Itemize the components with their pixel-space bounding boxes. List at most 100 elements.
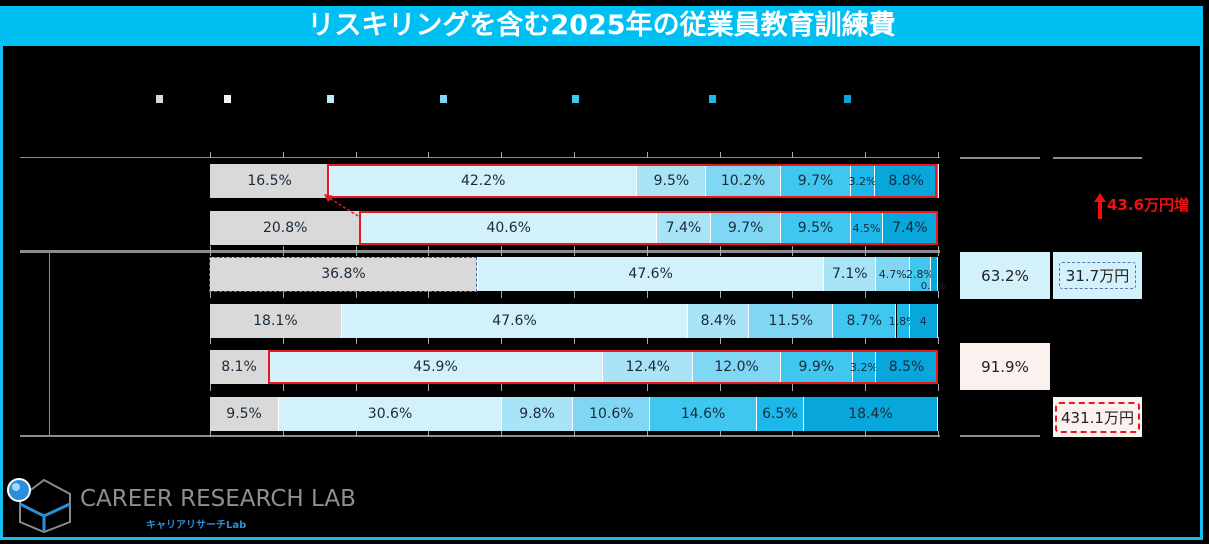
segment-label: 1.8% xyxy=(888,314,917,328)
segment-label: 8.7% xyxy=(846,313,883,329)
segment-label: 3.2% xyxy=(848,174,877,188)
dashed-arrow-icon xyxy=(324,194,359,217)
axis-tick xyxy=(938,291,939,298)
segment-label: 10.2% xyxy=(720,173,766,189)
axis-tick xyxy=(355,152,357,158)
highlight-box-row1 xyxy=(327,164,937,198)
axis-tick xyxy=(938,152,939,158)
axis-tick xyxy=(210,152,211,158)
axis-tick xyxy=(574,431,575,437)
bar-row-6: 9.5% 30.6% 9.8% 10.6% 14.6% 6.5% 18.4% xyxy=(210,397,938,431)
col2-header-line xyxy=(1053,157,1142,159)
axis-tick xyxy=(574,246,575,256)
legend-swatch-2 xyxy=(224,95,231,103)
bar-segment: 4.5% xyxy=(850,211,884,245)
segment-label: 16.5% xyxy=(247,173,292,189)
segment-label: 2.8% xyxy=(906,267,934,281)
axis-tick xyxy=(355,384,357,391)
bar-segment: 8.4% xyxy=(688,304,750,338)
bar-segment: 11.5% xyxy=(749,304,834,338)
col1-bottom-line xyxy=(960,435,1040,437)
axis-tick xyxy=(428,152,430,158)
axis-tick xyxy=(719,246,721,256)
axis-tick xyxy=(355,291,357,298)
bar-segment: 9.5% xyxy=(637,164,707,198)
increase-label: 43.6万円増 xyxy=(1107,196,1190,214)
axis-tick xyxy=(428,337,430,344)
axis-tick xyxy=(428,246,430,256)
axis-tick xyxy=(574,152,575,158)
highlight-box-row3 xyxy=(209,257,477,292)
axis-tick xyxy=(865,246,867,256)
axis-tick xyxy=(865,152,867,158)
chart-frame xyxy=(0,6,1203,540)
axis-tick xyxy=(282,337,284,344)
axis-tick xyxy=(282,431,284,437)
axis-tick xyxy=(282,152,284,158)
row5-rate: 91.9% xyxy=(960,343,1050,390)
bar-row-1: 16.5% 42.2% 9.5% 10.2% 9.7% 3.2% 8.8% xyxy=(210,164,939,198)
bar-segment xyxy=(930,257,938,291)
segment-label: 10.6% xyxy=(589,406,634,422)
bar-segment: 9.7% xyxy=(710,211,782,245)
bar-segment: 8.7% xyxy=(833,304,897,338)
bar-row-4: 18.1% 47.6% 8.4% 11.5% 8.7% 1.8% 4 xyxy=(210,304,938,338)
bar-segment: 3.2% xyxy=(850,350,878,384)
axis-tick xyxy=(938,337,939,344)
segment-label: 12.4% xyxy=(625,359,670,375)
segment-label: 12.0% xyxy=(714,359,759,375)
segment-label: 9.9% xyxy=(798,359,835,375)
bar-segment: 7.4% xyxy=(656,211,711,245)
segment-label: 8.4% xyxy=(700,313,737,329)
axis-tick xyxy=(501,246,503,256)
segment-label: 20.8% xyxy=(262,220,308,236)
segment-label: 9.7% xyxy=(727,220,764,236)
bar-row-3: 36.8%47.6%7.1%4.7%2.8%0.0% xyxy=(210,257,946,292)
axis-tick xyxy=(574,384,575,391)
segment-label: 4.5% xyxy=(852,221,881,235)
segment-label: 18.4% xyxy=(848,406,893,422)
axis-tick xyxy=(574,337,575,344)
bar-segment: 8.8% xyxy=(874,164,939,198)
bar-row-5: 8.1% 45.9% 12.4% 12.0% 9.9% 3.2% 8.5% xyxy=(210,350,938,384)
bar-segment: 40.6% xyxy=(361,211,657,245)
bar-segment: 9.7% xyxy=(780,164,852,198)
bar-segment: 1.8% xyxy=(889,304,917,338)
segment-label: 40.6% xyxy=(486,220,531,236)
highlight-box-row5 xyxy=(268,350,938,384)
segment-label: 11.5% xyxy=(768,313,814,329)
bar-segment: 18.4% xyxy=(804,397,938,431)
axis-tick xyxy=(501,337,503,344)
segment-label: 8.8% xyxy=(888,173,924,189)
legend-swatch-6 xyxy=(709,95,716,103)
axis-tick xyxy=(355,431,357,437)
axis-tick xyxy=(646,152,648,158)
axis-tick xyxy=(792,337,794,344)
legend-swatch-5 xyxy=(572,95,579,103)
axis-tick xyxy=(501,431,503,437)
bar-segment: 9.8% xyxy=(501,397,574,431)
segment-label: 9.5% xyxy=(226,406,262,422)
bar-segment: 10.2% xyxy=(706,164,781,198)
segment-label: 8.1% xyxy=(221,359,257,375)
legend-swatch-3 xyxy=(327,95,334,103)
legend-swatch-1 xyxy=(156,95,163,103)
axis-tick xyxy=(646,291,648,298)
bar-segment: 20.8% xyxy=(210,211,362,245)
axis-tick xyxy=(792,384,794,391)
axis-tick xyxy=(210,246,211,256)
chart-title: リスキリングを含む2025年の従業員教育訓練費 xyxy=(0,6,1203,46)
axis-tick xyxy=(646,246,648,256)
bar-segment: 16.5% xyxy=(210,164,331,198)
axis-tick xyxy=(865,431,867,437)
axis-tick xyxy=(938,246,939,256)
bar-segment: 12.0% xyxy=(693,350,781,384)
segment-label: 47.6% xyxy=(628,266,673,282)
row3-rate: 63.2% xyxy=(960,252,1050,299)
segment-label: 7.1% xyxy=(831,266,868,282)
axis-tick xyxy=(938,431,939,437)
axis-tick xyxy=(210,291,211,298)
group-separator xyxy=(20,250,940,253)
legend-swatch-4 xyxy=(440,95,447,103)
bar-segment: 42.2% xyxy=(330,164,638,198)
